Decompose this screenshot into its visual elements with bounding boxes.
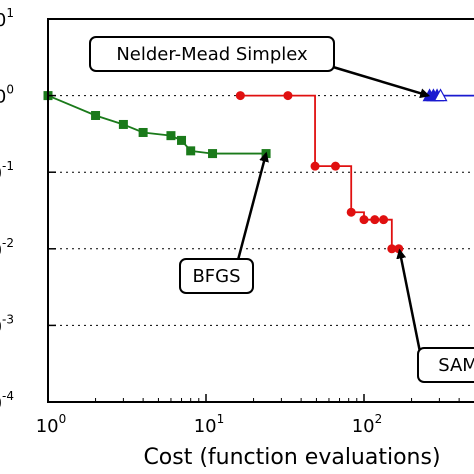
y-tick-label: 101 bbox=[0, 6, 14, 31]
y-tick-label: 10-2 bbox=[0, 236, 14, 261]
data-point bbox=[346, 207, 356, 217]
data-point bbox=[283, 91, 293, 101]
data-point bbox=[387, 244, 397, 254]
annotation-box bbox=[89, 36, 335, 72]
annotation-arrow bbox=[396, 248, 422, 353]
series-2-line bbox=[240, 94, 399, 250]
y-tick-label: 10-4 bbox=[0, 389, 14, 414]
data-point bbox=[186, 146, 196, 156]
data-point bbox=[359, 215, 369, 225]
grid-lines bbox=[48, 95, 474, 326]
y-tick-label: 10-1 bbox=[0, 159, 14, 184]
annotation-box bbox=[417, 347, 474, 383]
data-point bbox=[138, 127, 148, 137]
data-point bbox=[118, 119, 128, 129]
data-point bbox=[177, 135, 187, 145]
data-point bbox=[433, 88, 448, 102]
x-tick-label: 100 bbox=[36, 412, 67, 437]
plot-frame bbox=[47, 18, 474, 403]
y-tick-label: 10-3 bbox=[0, 312, 14, 337]
annotation-label: Nelder-Mead Simplex bbox=[116, 44, 308, 65]
series-1-line bbox=[47, 94, 267, 155]
data-point bbox=[310, 161, 320, 171]
annotation-arrow bbox=[332, 65, 431, 99]
data-point bbox=[330, 161, 340, 171]
data-point bbox=[370, 215, 380, 225]
data-point bbox=[208, 149, 218, 159]
annotation-label: SAM bbox=[438, 355, 474, 376]
x-axis-title: Cost (function evaluations) bbox=[143, 445, 440, 470]
annotation-box bbox=[179, 258, 254, 294]
x-tick-label: 102 bbox=[352, 412, 383, 437]
annotation-arrow bbox=[236, 151, 269, 261]
annotation-label: BFGS bbox=[192, 266, 240, 287]
data-point bbox=[91, 110, 101, 120]
data-point bbox=[166, 131, 176, 141]
data-point bbox=[235, 91, 245, 101]
annotation-layer: Nelder-Mead Simplex BFGS SAM bbox=[89, 36, 474, 383]
y-tick-label: 100 bbox=[0, 83, 14, 108]
x-tick-label: 101 bbox=[194, 412, 225, 437]
series-layer bbox=[43, 88, 474, 254]
data-point bbox=[379, 215, 389, 225]
axis-ticks: 101 100 10-1 10-2 10-3 10-4 100 101 102 bbox=[0, 6, 460, 437]
